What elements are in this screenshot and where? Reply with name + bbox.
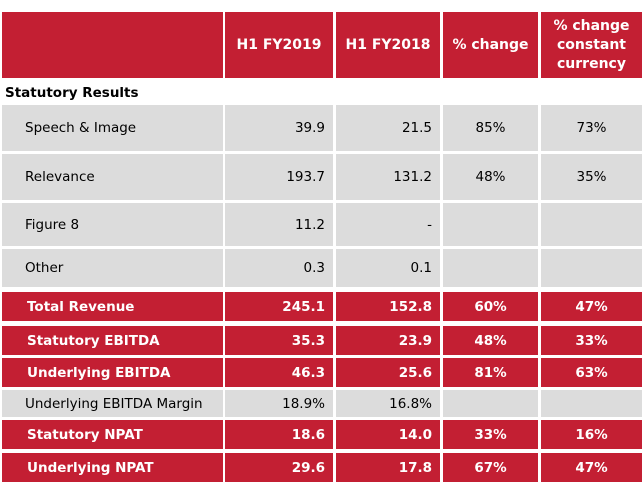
row-fy2019: 46.3 — [225, 358, 333, 387]
header-blank-cell — [2, 12, 223, 78]
row-label: Relevance — [2, 154, 223, 200]
header-cc-line1: % change — [553, 17, 630, 34]
row-fy2018: 16.8% — [336, 390, 440, 417]
row-change: 81% — [443, 358, 538, 387]
table-row: Underlying NPAT 29.6 17.8 67% 47% — [0, 453, 644, 482]
row-change-cc: 16% — [541, 420, 642, 449]
table-row: Statutory EBITDA 35.3 23.9 48% 33% — [0, 326, 644, 355]
row-fy2018: 23.9 — [336, 326, 440, 355]
row-fy2019: 35.3 — [225, 326, 333, 355]
table-row: Relevance 193.7 131.2 48% 35% — [0, 154, 644, 200]
row-label: Underlying EBITDA — [2, 358, 223, 387]
row-change-cc: 47% — [541, 453, 642, 482]
row-change-cc — [541, 249, 642, 287]
row-fy2018: 21.5 — [336, 105, 440, 151]
row-fy2018: 0.1 — [336, 249, 440, 287]
header-pct-change: % change — [443, 12, 538, 78]
row-label: Statutory EBITDA — [2, 326, 223, 355]
header-pct-change-constant-currency: % change constant currency — [541, 12, 642, 78]
table-row: Underlying EBITDA 46.3 25.6 81% 63% — [0, 358, 644, 387]
table-row: Underlying EBITDA Margin 18.9% 16.8% — [0, 390, 644, 417]
table-row: Statutory NPAT 18.6 14.0 33% 16% — [0, 420, 644, 449]
row-label: Underlying NPAT — [2, 453, 223, 482]
header-cc-line2: constant — [556, 36, 626, 53]
header-h1-fy2018: H1 FY2018 — [336, 12, 440, 78]
row-label: Other — [2, 249, 223, 287]
row-change-cc: 47% — [541, 292, 642, 321]
row-change: 85% — [443, 105, 538, 151]
row-change: 48% — [443, 154, 538, 200]
row-label: Speech & Image — [2, 105, 223, 151]
row-fy2018: 25.6 — [336, 358, 440, 387]
row-fy2018: 14.0 — [336, 420, 440, 449]
row-fy2019: 18.6 — [225, 420, 333, 449]
row-fy2019: 18.9% — [225, 390, 333, 417]
header-cc-line3: currency — [557, 55, 626, 72]
row-change-cc: 73% — [541, 105, 642, 151]
row-change-cc: 33% — [541, 326, 642, 355]
row-fy2018: 131.2 — [336, 154, 440, 200]
row-fy2019: 245.1 — [225, 292, 333, 321]
row-label: Total Revenue — [2, 292, 223, 321]
table-header-row: H1 FY2019 H1 FY2018 % change % change co… — [0, 12, 644, 78]
row-label: Figure 8 — [2, 203, 223, 246]
row-change-cc — [541, 390, 642, 417]
row-change-cc: 35% — [541, 154, 642, 200]
row-change: 67% — [443, 453, 538, 482]
row-fy2019: 29.6 — [225, 453, 333, 482]
row-fy2019: 193.7 — [225, 154, 333, 200]
row-change-cc — [541, 203, 642, 246]
row-change: 33% — [443, 420, 538, 449]
section-title: Statutory Results — [5, 85, 139, 101]
row-change-cc: 63% — [541, 358, 642, 387]
row-fy2019: 39.9 — [225, 105, 333, 151]
table-row: Speech & Image 39.9 21.5 85% 73% — [0, 105, 644, 151]
row-label: Underlying EBITDA Margin — [2, 390, 223, 417]
table-row: Figure 8 11.2 - — [0, 203, 644, 246]
row-fy2018: 17.8 — [336, 453, 440, 482]
row-change: 48% — [443, 326, 538, 355]
row-label: Statutory NPAT — [2, 420, 223, 449]
row-fy2018: 152.8 — [336, 292, 440, 321]
row-fy2018: - — [336, 203, 440, 246]
row-change — [443, 390, 538, 417]
table-row: Other 0.3 0.1 — [0, 249, 644, 287]
row-fy2019: 11.2 — [225, 203, 333, 246]
row-change — [443, 249, 538, 287]
table-row: Total Revenue 245.1 152.8 60% 47% — [0, 292, 644, 321]
row-change: 60% — [443, 292, 538, 321]
row-fy2019: 0.3 — [225, 249, 333, 287]
row-change — [443, 203, 538, 246]
header-h1-fy2019: H1 FY2019 — [225, 12, 333, 78]
